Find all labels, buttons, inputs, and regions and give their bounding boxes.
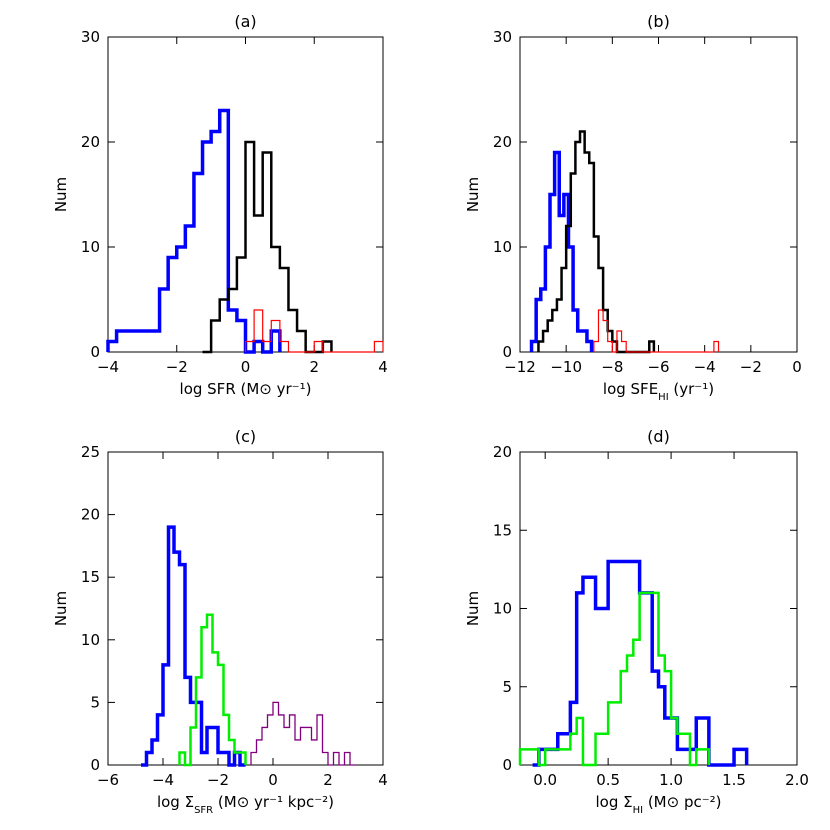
y-tick-label: 20 — [493, 133, 512, 151]
x-tick-label: 0 — [792, 358, 802, 376]
x-tick-label: 4 — [378, 771, 388, 789]
x-tick-label: 2 — [323, 771, 333, 789]
panel-d-xlabel: log ΣHI (M⊙ pc⁻²) — [595, 793, 721, 816]
y-tick-label: 15 — [493, 521, 512, 539]
panel-c-frame — [107, 451, 384, 766]
y-tick-label: 0 — [502, 756, 512, 774]
x-tick-label: 0 — [241, 358, 251, 376]
panel-d-ylabel: Num — [464, 591, 482, 626]
y-tick-label: 30 — [493, 28, 512, 46]
panel-a-series-0 — [106, 108, 282, 354]
panel-c-title: (c) — [235, 427, 256, 446]
panel-a-xlabel: log SFR (M⊙ yr⁻¹) — [180, 380, 312, 398]
y-tick-label: 10 — [493, 238, 512, 256]
panel-b-ylabel: Num — [464, 177, 482, 212]
x-tick-label: 4 — [378, 358, 388, 376]
panel-a-title: (a) — [234, 12, 256, 31]
x-tick-label: −10 — [550, 358, 582, 376]
panel-d-title: (d) — [647, 427, 670, 446]
panel-a-series-1 — [202, 140, 333, 354]
panel-c-series-0 — [141, 525, 246, 767]
x-tick-label: −2 — [207, 771, 229, 789]
panel-c-series-1 — [178, 613, 247, 767]
x-tick-label: 1.5 — [722, 771, 746, 789]
y-tick-label: 20 — [81, 133, 100, 151]
panel-a-ylabel: Num — [52, 177, 70, 212]
panel-c-series-2 — [250, 701, 356, 766]
x-tick-label: −2 — [166, 358, 188, 376]
panel-c: (c) −6 −4 −2 0 2 4 0 5 10 15 20 25 Num log ΣSFR (M⊙ yr… — [52, 427, 388, 816]
panel-b-title: (b) — [647, 12, 670, 31]
panel-a-series-2 — [244, 309, 384, 353]
x-tick-label: 0.0 — [533, 771, 557, 789]
panel-d-series-1 — [518, 591, 711, 767]
panel-b: (b) −12 −10 −8 −6 −4 −2 0 0 10 20 30 Num log SFEHI (y… — [464, 12, 802, 403]
y-tick-label: 20 — [81, 506, 100, 524]
x-tick-label: 1.0 — [659, 771, 683, 789]
x-tick-label: 0 — [268, 771, 278, 789]
panel-d: (d) 0.0 0.5 1.0 1.5 2.0 0 5 10 15 20 Num log ΣHI (M⊙… — [464, 427, 809, 816]
x-tick-label: −4 — [97, 358, 119, 376]
x-tick-label: −8 — [601, 358, 623, 376]
x-tick-label: −4 — [694, 358, 716, 376]
x-tick-label: −2 — [740, 358, 762, 376]
y-tick-label: 5 — [90, 693, 100, 711]
panel-c-ylabel: Num — [52, 591, 70, 626]
x-tick-label: −6 — [97, 771, 119, 789]
panel-c-xlabel: log ΣSFR (M⊙ yr⁻¹ kpc⁻²) — [157, 793, 334, 816]
x-tick-label: −6 — [647, 358, 669, 376]
panel-b-series-2 — [593, 309, 720, 353]
y-tick-label: 20 — [493, 443, 512, 461]
panel-b-series-0 — [529, 150, 594, 352]
y-tick-label: 0 — [502, 343, 512, 361]
x-tick-label: −4 — [152, 771, 174, 789]
y-tick-label: 25 — [81, 443, 100, 461]
panel-a: (a) −4 −2 0 2 4 0 10 20 30 Num log SFR (M⊙ yr⁻¹) — [52, 12, 388, 398]
y-tick-label: 10 — [493, 600, 512, 618]
x-tick-label: −12 — [504, 358, 536, 376]
y-tick-label: 5 — [502, 678, 512, 696]
x-tick-label: 0.5 — [596, 771, 620, 789]
y-tick-label: 10 — [81, 631, 100, 649]
y-tick-label: 30 — [81, 28, 100, 46]
y-tick-label: 0 — [90, 756, 100, 774]
x-tick-label: 2.0 — [785, 771, 809, 789]
x-tick-label: 2 — [309, 358, 319, 376]
panel-b-frame — [519, 36, 798, 353]
panel-b-xlabel: log SFEHI (yr⁻¹) — [603, 380, 714, 403]
y-tick-label: 10 — [81, 238, 100, 256]
y-tick-label: 15 — [81, 568, 100, 586]
y-tick-label: 0 — [90, 343, 100, 361]
